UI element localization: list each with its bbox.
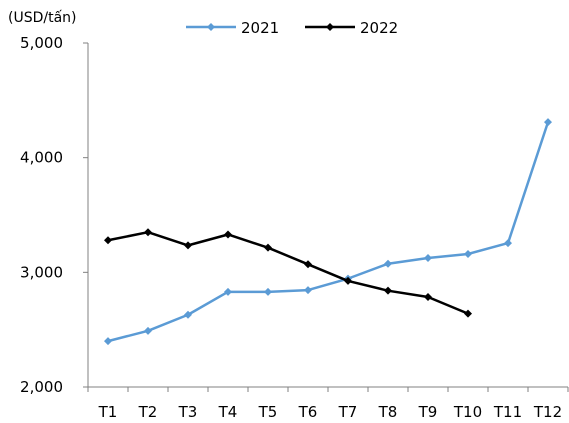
data-point bbox=[184, 310, 192, 319]
x-tick-label: T2 bbox=[138, 403, 158, 421]
data-point bbox=[304, 286, 312, 295]
data-point bbox=[504, 239, 512, 248]
data-point bbox=[424, 292, 432, 301]
series-2021 bbox=[104, 118, 552, 346]
legend-item: 2022 bbox=[305, 19, 398, 37]
x-tick-label: T1 bbox=[98, 403, 118, 421]
series-layer bbox=[104, 118, 552, 346]
x-tick-label: T10 bbox=[453, 403, 482, 421]
legend: 2021 2022 bbox=[186, 19, 398, 37]
x-tick-label: T9 bbox=[418, 403, 438, 421]
y-tick-label: 3,000 bbox=[20, 263, 63, 281]
data-point bbox=[544, 118, 552, 127]
x-tick-label: T8 bbox=[378, 403, 398, 421]
data-point bbox=[264, 287, 272, 296]
data-point bbox=[344, 276, 352, 285]
data-point bbox=[424, 254, 432, 262]
y-unit-label: (USD/tấn) bbox=[8, 10, 77, 26]
legend-label: 2021 bbox=[241, 19, 279, 37]
legend-label: 2022 bbox=[360, 19, 398, 37]
legend-marker bbox=[326, 23, 334, 31]
y-axis: 2,000 3,000 4,000 5,000 bbox=[20, 34, 89, 396]
data-point bbox=[104, 337, 112, 346]
data-point bbox=[144, 228, 152, 237]
data-point bbox=[224, 230, 232, 239]
x-tick-label: T7 bbox=[338, 403, 358, 421]
series-2022 bbox=[104, 228, 472, 318]
x-tick-label: T11 bbox=[493, 403, 522, 421]
series-line bbox=[107, 230, 469, 315]
x-axis: T1 T2 T3 T4 T5 T6 T7 T8 T9 T10 T11 T12 bbox=[87, 386, 569, 421]
x-tick-label: T4 bbox=[218, 403, 238, 421]
data-point bbox=[464, 309, 472, 318]
data-point bbox=[384, 259, 392, 268]
data-point bbox=[184, 241, 192, 250]
x-tick-label: T3 bbox=[178, 403, 198, 421]
data-point bbox=[224, 287, 232, 296]
data-point bbox=[304, 260, 312, 269]
legend-item: 2021 bbox=[186, 19, 279, 37]
x-tick-label: T5 bbox=[258, 403, 278, 421]
legend-marker bbox=[207, 23, 215, 31]
data-point bbox=[464, 249, 472, 258]
data-point bbox=[384, 286, 392, 295]
y-tick-label: 5,000 bbox=[20, 34, 63, 52]
x-tick-label: T6 bbox=[298, 403, 318, 421]
data-point bbox=[264, 243, 272, 252]
data-point bbox=[144, 326, 152, 335]
y-tick-label: 2,000 bbox=[20, 378, 63, 396]
x-tick-label: T12 bbox=[533, 403, 562, 421]
y-tick-label: 4,000 bbox=[20, 149, 63, 167]
series-line bbox=[107, 121, 550, 343]
data-point bbox=[104, 236, 112, 245]
